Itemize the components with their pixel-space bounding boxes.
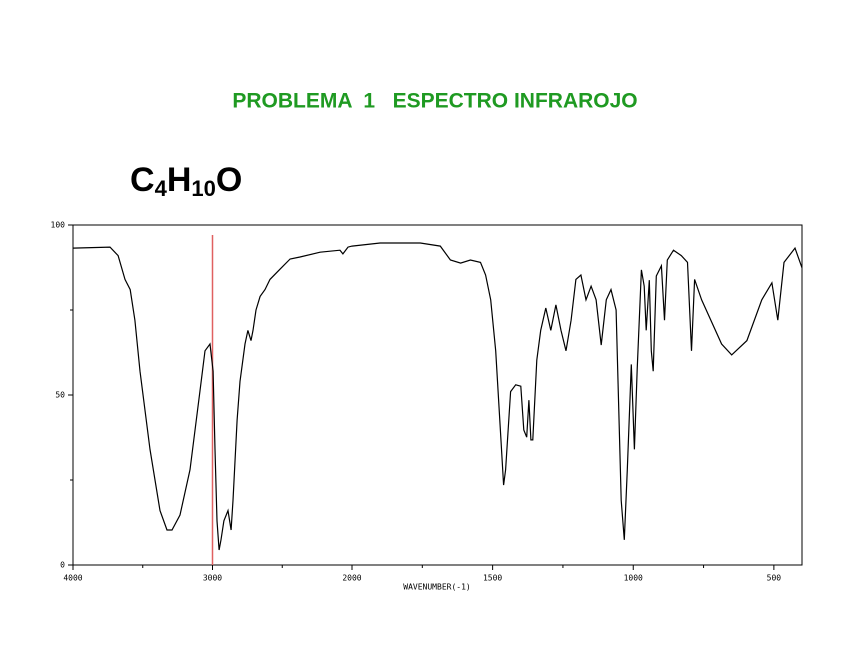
x-tick-label: 1000 xyxy=(624,574,643,583)
chart-title: PROBLEMA 1 ESPECTRO INFRAROJO xyxy=(232,90,637,113)
x-axis-label: WAVENUMBER(-1) xyxy=(403,583,470,592)
formula-part: 4 xyxy=(155,176,168,201)
formula-part: O xyxy=(216,161,242,199)
formula-part: H xyxy=(167,161,192,199)
x-tick-label: 1500 xyxy=(483,574,502,583)
spectrum-line xyxy=(72,242,803,551)
plot-frame xyxy=(72,224,803,566)
y-tick-label: 0 xyxy=(60,561,65,570)
x-tick-label: 500 xyxy=(767,574,782,583)
formula-part: 10 xyxy=(191,176,215,201)
y-tick-label: 50 xyxy=(55,391,65,400)
x-tick-label: 3000 xyxy=(203,574,222,583)
formula-part: C xyxy=(130,161,155,199)
formula: C4H10O xyxy=(130,161,242,201)
x-tick-label: 2000 xyxy=(342,574,361,583)
x-tick-label: 4000 xyxy=(63,574,82,583)
y-tick-label: 100 xyxy=(51,221,66,230)
